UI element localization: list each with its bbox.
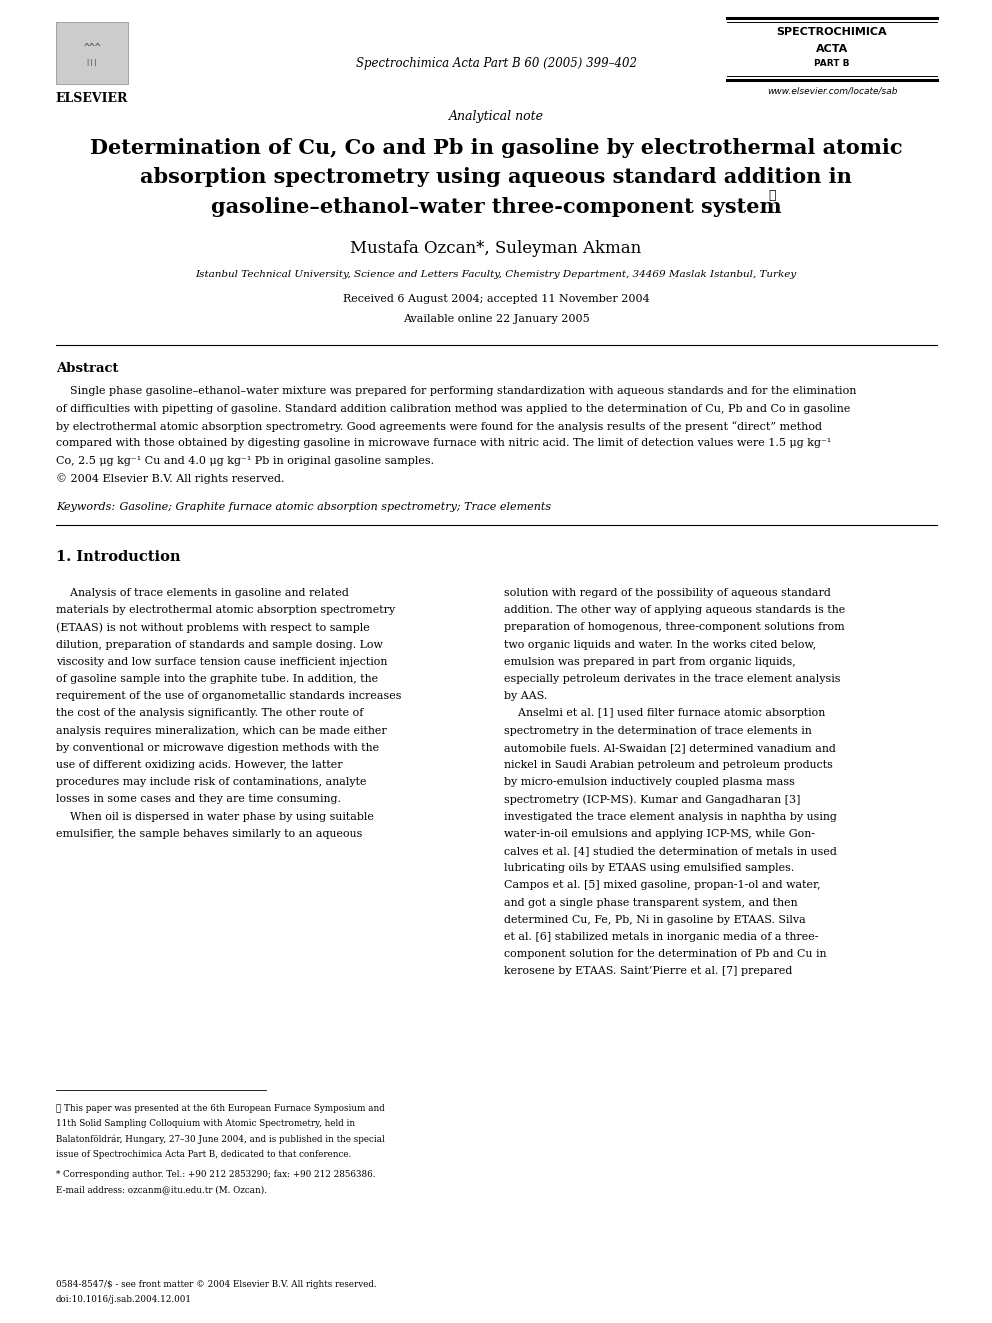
Text: solution with regard of the possibility of aqueous standard: solution with regard of the possibility … [504, 587, 831, 598]
Text: by AAS.: by AAS. [504, 691, 548, 701]
Text: Spectrochimica Acta Part B 60 (2005) 399–402: Spectrochimica Acta Part B 60 (2005) 399… [355, 57, 637, 70]
Text: Mustafa Ozcan*, Suleyman Akman: Mustafa Ozcan*, Suleyman Akman [350, 239, 642, 257]
Text: of difficulties with pipetting of gasoline. Standard addition calibration method: of difficulties with pipetting of gasoli… [56, 404, 850, 414]
Text: ACTA: ACTA [815, 44, 848, 54]
Text: SPECTROCHIMICA: SPECTROCHIMICA [777, 26, 887, 37]
Text: 11th Solid Sampling Colloquium with Atomic Spectrometry, held in: 11th Solid Sampling Colloquium with Atom… [56, 1119, 355, 1129]
Text: Anselmi et al. [1] used filter furnace atomic absorption: Anselmi et al. [1] used filter furnace a… [504, 708, 825, 718]
Text: 1. Introduction: 1. Introduction [56, 550, 181, 564]
Text: dilution, preparation of standards and sample dosing. Low: dilution, preparation of standards and s… [56, 639, 383, 650]
Text: materials by electrothermal atomic absorption spectrometry: materials by electrothermal atomic absor… [56, 605, 395, 615]
Text: automobile fuels. Al-Swaidan [2] determined vanadium and: automobile fuels. Al-Swaidan [2] determi… [504, 742, 836, 753]
Text: analysis requires mineralization, which can be made either: analysis requires mineralization, which … [56, 725, 387, 736]
Text: spectrometry in the determination of trace elements in: spectrometry in the determination of tra… [504, 725, 811, 736]
Text: ^^^: ^^^ [83, 44, 101, 53]
Text: calves et al. [4] studied the determination of metals in used: calves et al. [4] studied the determinat… [504, 845, 837, 856]
Text: nickel in Saudi Arabian petroleum and petroleum products: nickel in Saudi Arabian petroleum and pe… [504, 759, 833, 770]
Text: two organic liquids and water. In the works cited below,: two organic liquids and water. In the wo… [504, 639, 816, 650]
Text: Abstract: Abstract [56, 363, 118, 374]
Text: Keywords:: Keywords: [56, 501, 115, 512]
Text: Analytical note: Analytical note [448, 110, 544, 123]
Text: Analysis of trace elements in gasoline and related: Analysis of trace elements in gasoline a… [56, 587, 349, 598]
Text: Co, 2.5 μg kg⁻¹ Cu and 4.0 μg kg⁻¹ Pb in original gasoline samples.: Co, 2.5 μg kg⁻¹ Cu and 4.0 μg kg⁻¹ Pb in… [56, 456, 434, 466]
Text: water-in-oil emulsions and applying ICP-MS, while Gon-: water-in-oil emulsions and applying ICP-… [504, 828, 815, 839]
Text: determined Cu, Fe, Pb, Ni in gasoline by ETAAS. Silva: determined Cu, Fe, Pb, Ni in gasoline by… [504, 914, 806, 925]
Text: Determination of Cu, Co and Pb in gasoline by electrothermal atomic: Determination of Cu, Co and Pb in gasoli… [89, 138, 903, 157]
Text: spectrometry (ICP-MS). Kumar and Gangadharan [3]: spectrometry (ICP-MS). Kumar and Gangadh… [504, 794, 801, 804]
Text: Gasoline; Graphite furnace atomic absorption spectrometry; Trace elements: Gasoline; Graphite furnace atomic absorp… [116, 501, 552, 512]
Text: absorption spectrometry using aqueous standard addition in: absorption spectrometry using aqueous st… [140, 168, 852, 188]
Text: |||: ||| [85, 60, 98, 66]
Text: requirement of the use of organometallic standards increases: requirement of the use of organometallic… [56, 691, 402, 701]
Text: and got a single phase transparent system, and then: and got a single phase transparent syste… [504, 897, 798, 908]
Text: by electrothermal atomic absorption spectrometry. Good agreements were found for: by electrothermal atomic absorption spec… [56, 421, 822, 431]
Text: PART B: PART B [814, 60, 850, 67]
Text: ★ This paper was presented at the 6th European Furnace Symposium and: ★ This paper was presented at the 6th Eu… [56, 1103, 385, 1113]
Text: issue of Spectrochimica Acta Part B, dedicated to that conference.: issue of Spectrochimica Acta Part B, ded… [56, 1151, 351, 1159]
Text: preparation of homogenous, three-component solutions from: preparation of homogenous, three-compone… [504, 622, 845, 632]
Text: kerosene by ETAAS. Saint’Pierre et al. [7] prepared: kerosene by ETAAS. Saint’Pierre et al. [… [504, 966, 793, 976]
Text: (ETAAS) is not without problems with respect to sample: (ETAAS) is not without problems with res… [56, 622, 370, 632]
Text: use of different oxidizing acids. However, the latter: use of different oxidizing acids. Howeve… [56, 759, 342, 770]
Bar [56, 22, 128, 83]
Text: compared with those obtained by digesting gasoline in microwave furnace with nit: compared with those obtained by digestin… [56, 438, 831, 448]
Text: by micro-emulsion inductively coupled plasma mass: by micro-emulsion inductively coupled pl… [504, 777, 795, 787]
Text: gasoline–ethanol–water three-component system: gasoline–ethanol–water three-component s… [210, 197, 782, 217]
Text: doi:10.1016/j.sab.2004.12.001: doi:10.1016/j.sab.2004.12.001 [56, 1295, 192, 1304]
Text: losses in some cases and they are time consuming.: losses in some cases and they are time c… [56, 794, 341, 804]
Text: Single phase gasoline–ethanol–water mixture was prepared for performing standard: Single phase gasoline–ethanol–water mixt… [56, 386, 856, 396]
Text: lubricating oils by ETAAS using emulsified samples.: lubricating oils by ETAAS using emulsifi… [504, 863, 795, 873]
Text: by conventional or microwave digestion methods with the: by conventional or microwave digestion m… [56, 742, 379, 753]
Text: When oil is dispersed in water phase by using suitable: When oil is dispersed in water phase by … [56, 811, 374, 822]
Text: www.elsevier.com/locate/sab: www.elsevier.com/locate/sab [767, 87, 897, 97]
Text: component solution for the determination of Pb and Cu in: component solution for the determination… [504, 949, 826, 959]
Text: © 2004 Elsevier B.V. All rights reserved.: © 2004 Elsevier B.V. All rights reserved… [56, 474, 285, 484]
Text: emulsifier, the sample behaves similarly to an aqueous: emulsifier, the sample behaves similarly… [56, 828, 362, 839]
Text: viscosity and low surface tension cause inefficient injection: viscosity and low surface tension cause … [56, 656, 387, 667]
Text: E-mail address: ozcanm@itu.edu.tr (M. Ozcan).: E-mail address: ozcanm@itu.edu.tr (M. Oz… [56, 1185, 267, 1195]
Text: Campos et al. [5] mixed gasoline, propan-1-ol and water,: Campos et al. [5] mixed gasoline, propan… [504, 880, 820, 890]
Text: * Corresponding author. Tel.: +90 212 2853290; fax: +90 212 2856386.: * Corresponding author. Tel.: +90 212 28… [56, 1170, 376, 1179]
Text: ELSEVIER: ELSEVIER [56, 93, 128, 105]
Text: Available online 22 January 2005: Available online 22 January 2005 [403, 314, 589, 324]
Text: especially petroleum derivates in the trace element analysis: especially petroleum derivates in the tr… [504, 673, 840, 684]
Text: Istanbul Technical University, Science and Letters Faculty, Chemistry Department: Istanbul Technical University, Science a… [195, 270, 797, 279]
Text: of gasoline sample into the graphite tube. In addition, the: of gasoline sample into the graphite tub… [56, 673, 378, 684]
Text: investigated the trace element analysis in naphtha by using: investigated the trace element analysis … [504, 811, 837, 822]
Text: Received 6 August 2004; accepted 11 November 2004: Received 6 August 2004; accepted 11 Nove… [342, 294, 650, 304]
Text: et al. [6] stabilized metals in inorganic media of a three-: et al. [6] stabilized metals in inorgani… [504, 931, 818, 942]
Text: 0584-8547/$ - see front matter © 2004 Elsevier B.V. All rights reserved.: 0584-8547/$ - see front matter © 2004 El… [56, 1279, 377, 1289]
Text: the cost of the analysis significantly. The other route of: the cost of the analysis significantly. … [56, 708, 363, 718]
Text: procedures may include risk of contaminations, analyte: procedures may include risk of contamina… [56, 777, 366, 787]
Text: addition. The other way of applying aqueous standards is the: addition. The other way of applying aque… [504, 605, 845, 615]
Text: emulsion was prepared in part from organic liquids,: emulsion was prepared in part from organ… [504, 656, 796, 667]
Text: ☆: ☆ [768, 189, 776, 202]
Text: Balatonföldrár, Hungary, 27–30 June 2004, and is published in the special: Balatonföldrár, Hungary, 27–30 June 2004… [56, 1135, 385, 1144]
